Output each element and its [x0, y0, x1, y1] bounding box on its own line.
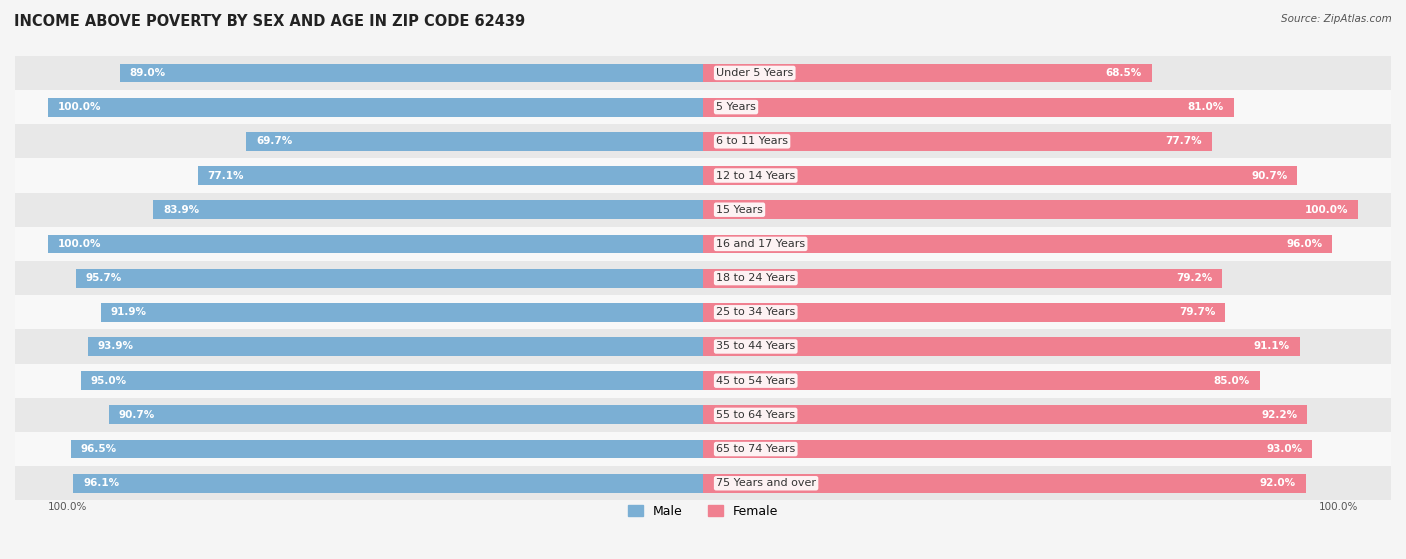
Bar: [15, 56, 1391, 90]
Bar: [15, 398, 1391, 432]
Text: 18 to 24 Years: 18 to 24 Years: [716, 273, 796, 283]
Bar: [87, 337, 703, 356]
Text: 79.2%: 79.2%: [1175, 273, 1212, 283]
Bar: [48, 234, 703, 253]
Text: 12 to 14 Years: 12 to 14 Years: [716, 170, 796, 181]
Text: 81.0%: 81.0%: [1188, 102, 1223, 112]
Text: 96.0%: 96.0%: [1286, 239, 1322, 249]
Bar: [198, 166, 703, 185]
Text: 79.7%: 79.7%: [1180, 307, 1215, 318]
Text: 96.5%: 96.5%: [80, 444, 117, 454]
Bar: [15, 124, 1391, 158]
Text: 75 Years and over: 75 Years and over: [716, 479, 815, 488]
Text: 100.0%: 100.0%: [58, 102, 101, 112]
Text: 92.0%: 92.0%: [1260, 479, 1296, 488]
Text: 77.7%: 77.7%: [1166, 136, 1202, 146]
Text: 91.9%: 91.9%: [111, 307, 146, 318]
Text: INCOME ABOVE POVERTY BY SEX AND AGE IN ZIP CODE 62439: INCOME ABOVE POVERTY BY SEX AND AGE IN Z…: [14, 14, 526, 29]
Bar: [153, 200, 703, 219]
Text: 83.9%: 83.9%: [163, 205, 200, 215]
Text: 100.0%: 100.0%: [58, 239, 101, 249]
Text: Source: ZipAtlas.com: Source: ZipAtlas.com: [1281, 14, 1392, 24]
Bar: [15, 432, 1391, 466]
Bar: [15, 261, 1391, 295]
Text: 77.1%: 77.1%: [208, 170, 245, 181]
Bar: [15, 90, 1391, 124]
Bar: [108, 405, 703, 424]
Bar: [703, 64, 1152, 82]
Bar: [76, 269, 703, 287]
Text: 45 to 54 Years: 45 to 54 Years: [716, 376, 796, 386]
Text: 95.7%: 95.7%: [86, 273, 122, 283]
Bar: [703, 132, 1212, 151]
Text: 89.0%: 89.0%: [129, 68, 166, 78]
Bar: [703, 98, 1233, 116]
Bar: [703, 200, 1358, 219]
Text: 69.7%: 69.7%: [256, 136, 292, 146]
Text: 90.7%: 90.7%: [118, 410, 155, 420]
Bar: [48, 98, 703, 116]
Text: 85.0%: 85.0%: [1213, 376, 1250, 386]
Text: 35 to 44 Years: 35 to 44 Years: [716, 342, 796, 352]
Bar: [703, 474, 1306, 492]
Text: 5 Years: 5 Years: [716, 102, 756, 112]
Bar: [15, 193, 1391, 227]
Bar: [703, 405, 1308, 424]
Bar: [703, 440, 1312, 458]
Text: 92.2%: 92.2%: [1261, 410, 1298, 420]
Legend: Male, Female: Male, Female: [623, 500, 783, 523]
Bar: [15, 295, 1391, 329]
Text: 6 to 11 Years: 6 to 11 Years: [716, 136, 789, 146]
Bar: [15, 363, 1391, 398]
Bar: [15, 158, 1391, 193]
Bar: [703, 234, 1331, 253]
Text: 95.0%: 95.0%: [90, 376, 127, 386]
Text: 55 to 64 Years: 55 to 64 Years: [716, 410, 796, 420]
Bar: [15, 227, 1391, 261]
Bar: [80, 371, 703, 390]
Text: 100.0%: 100.0%: [1305, 205, 1348, 215]
Text: 96.1%: 96.1%: [83, 479, 120, 488]
Text: 68.5%: 68.5%: [1105, 68, 1142, 78]
Bar: [73, 474, 703, 492]
Text: 90.7%: 90.7%: [1251, 170, 1288, 181]
Bar: [15, 329, 1391, 363]
Bar: [246, 132, 703, 151]
Bar: [703, 269, 1222, 287]
Bar: [15, 466, 1391, 500]
Bar: [703, 303, 1225, 321]
Text: 25 to 34 Years: 25 to 34 Years: [716, 307, 796, 318]
Text: 65 to 74 Years: 65 to 74 Years: [716, 444, 796, 454]
Bar: [703, 337, 1301, 356]
Text: 93.0%: 93.0%: [1267, 444, 1302, 454]
Text: 100.0%: 100.0%: [1319, 503, 1358, 513]
Bar: [101, 303, 703, 321]
Text: 100.0%: 100.0%: [48, 503, 87, 513]
Bar: [703, 371, 1260, 390]
Text: 91.1%: 91.1%: [1254, 342, 1291, 352]
Bar: [70, 440, 703, 458]
Text: 93.9%: 93.9%: [97, 342, 134, 352]
Bar: [703, 166, 1298, 185]
Text: 15 Years: 15 Years: [716, 205, 763, 215]
Text: Under 5 Years: Under 5 Years: [716, 68, 793, 78]
Text: 16 and 17 Years: 16 and 17 Years: [716, 239, 806, 249]
Bar: [120, 64, 703, 82]
